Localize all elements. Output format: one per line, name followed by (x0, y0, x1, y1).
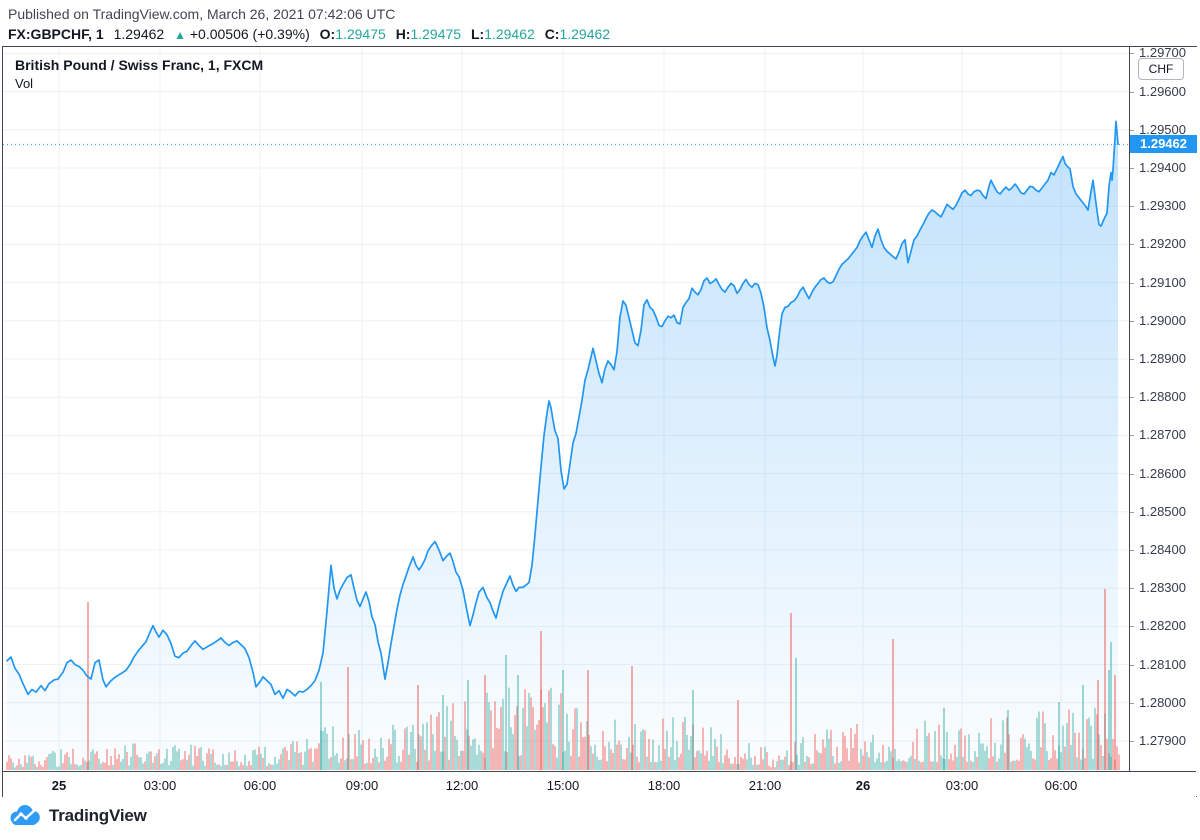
time-axis-label: 15:00 (546, 778, 580, 793)
time-axis-label: 12:00 (445, 778, 479, 793)
open-pair: O:1.29475 (320, 26, 386, 42)
time-axis-label: 09:00 (345, 778, 379, 793)
price-axis-label: 1.29000 (1139, 312, 1186, 328)
price-axis-label: 1.27900 (1139, 733, 1186, 748)
price-tick (1130, 91, 1134, 93)
price-axis-label: 1.28500 (1139, 503, 1186, 519)
price-tick (1130, 511, 1134, 513)
price-axis-label: 1.29300 (1139, 198, 1186, 214)
tradingview-cloud-logo-icon (10, 805, 40, 825)
price-axis-label: 1.28600 (1139, 465, 1186, 481)
price-tick (1130, 320, 1134, 322)
currency-badge: CHF (1138, 58, 1184, 80)
price-tick (1130, 550, 1134, 551)
time-axis-label: 18:00 (647, 778, 681, 793)
price-axis[interactable]: CHF 1.29462 1.29700 1.29600 1.29500 1.29400… (1129, 45, 1197, 796)
price-tick (1130, 282, 1134, 284)
time-axis-label: 03:00 (945, 778, 979, 793)
price-change: +0.00506 (+0.39%) (189, 26, 310, 42)
high-label: H: (395, 26, 411, 42)
price-tick (1130, 741, 1134, 742)
price-tick (1130, 626, 1134, 628)
last-price-badge: 1.29462 (1130, 135, 1197, 154)
close-pair: C:1.29462 (545, 26, 610, 42)
time-axis-label: 06:00 (1044, 778, 1078, 793)
open-label: O: (319, 26, 336, 42)
published-caption: Published on TradingView.com, March 26, … (8, 6, 396, 22)
open-value: 1.29475 (335, 26, 386, 42)
price-axis-label: 1.29400 (1139, 160, 1186, 175)
time-axis-label: 25 (51, 778, 67, 793)
price-axis-label: 1.28900 (1139, 351, 1186, 366)
low-pair: L:1.29462 (471, 26, 535, 42)
price-axis-label: 1.28300 (1139, 580, 1186, 596)
price-axis-label: 1.28100 (1139, 656, 1186, 672)
price-axis-label: 1.28700 (1139, 427, 1186, 443)
price-tick (1130, 359, 1134, 360)
price-tick (1130, 53, 1134, 55)
up-arrow-icon: ▲ (174, 28, 186, 42)
time-axis[interactable]: 25 03:00 06:00 09:00 12:00 15:00 18:00 21:00 26 0… (3, 771, 1196, 797)
chart-frame: British Pound / Swiss Franc, 1, FXCM Vol… (2, 45, 1197, 797)
low-label: L: (470, 26, 485, 42)
price-tick (1130, 129, 1134, 131)
close-label: C: (544, 26, 560, 42)
high-value: 1.29475 (410, 26, 462, 42)
last-price-value: 1.29462 (113, 26, 165, 42)
chart-plot-area[interactable] (3, 47, 1129, 771)
price-axis-label: 1.29200 (1139, 236, 1186, 252)
time-axis-label: 26 (855, 778, 871, 793)
price-tick (1130, 435, 1134, 437)
price-tick (1130, 244, 1134, 246)
price-tick (1130, 588, 1134, 590)
price-tick (1130, 206, 1134, 208)
time-axis-label: 21:00 (748, 778, 782, 793)
time-axis-label: 03:00 (143, 778, 177, 793)
price-axis-label: 1.29100 (1139, 274, 1186, 290)
price-axis-label: 1.29600 (1139, 83, 1186, 99)
time-axis-label: 06:00 (243, 778, 277, 793)
tradingview-attribution[interactable]: TradingView (8, 803, 147, 829)
tradingview-brand-text: TradingView (49, 806, 147, 825)
currency-label: CHF (1148, 62, 1174, 76)
price-axis-label: 1.28000 (1139, 694, 1186, 710)
price-tick (1130, 168, 1134, 169)
price-area-chart (3, 47, 1129, 771)
price-axis-label: 1.29500 (1139, 121, 1186, 137)
price-tick (1130, 702, 1134, 704)
high-pair: H:1.29475 (396, 26, 461, 42)
symbol-ohlc-bar: FX:GBPCHF, 1 1.29462 ▲ +0.00506 (+0.39%)… (8, 26, 610, 42)
price-tick (1130, 473, 1134, 475)
close-value: 1.29462 (559, 26, 611, 42)
price-axis-label: 1.29700 (1139, 45, 1186, 61)
price-axis-label: 1.28800 (1139, 389, 1186, 405)
low-value: 1.29462 (484, 26, 535, 42)
price-axis-label: 1.28200 (1139, 618, 1186, 634)
price-axis-label: 1.28400 (1139, 542, 1186, 557)
price-tick (1130, 664, 1134, 666)
price-tick (1130, 397, 1134, 399)
symbol-name: FX:GBPCHF, 1 (8, 26, 104, 42)
